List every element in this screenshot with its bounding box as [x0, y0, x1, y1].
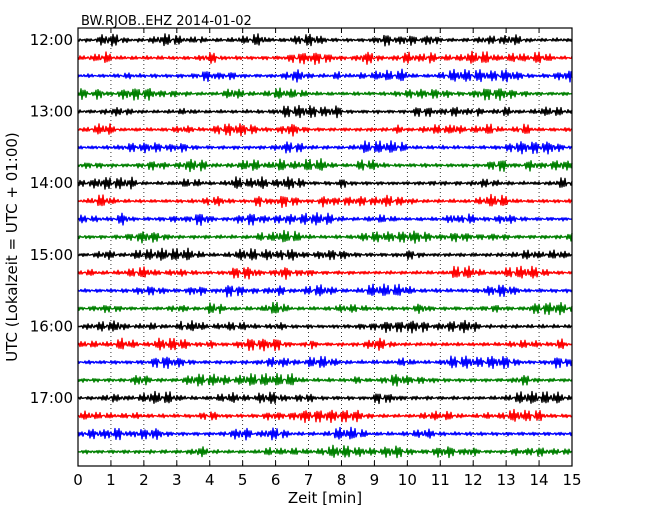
trace-line-16:15: [77, 337, 573, 352]
trace-line-16:45: [77, 373, 573, 387]
trace-line-17:30: [77, 426, 573, 441]
trace-line-13:00: [77, 104, 573, 119]
chart-title: BW.RJOB..EHZ 2014-01-02: [81, 14, 252, 29]
trace-line-14:15: [77, 193, 573, 209]
y-axis-label: UTC (Lokalzeit = UTC + 01:00): [3, 132, 21, 362]
trace-line-12:45: [77, 87, 573, 101]
trace-line-13:15: [77, 123, 573, 137]
x-tick-label: 10: [398, 471, 417, 489]
x-tick-label: 15: [562, 471, 581, 489]
trace-line-14:45: [77, 229, 573, 244]
x-tick-label: 13: [497, 471, 516, 489]
x-tick-label: 2: [139, 471, 149, 489]
trace-line-15:45: [77, 301, 573, 316]
y-tick-label: 16:00: [30, 317, 73, 335]
trace-line-15:00: [77, 247, 573, 261]
x-tick-label: 4: [205, 471, 215, 489]
trace-line-12:15: [77, 50, 573, 65]
traces: [77, 33, 573, 459]
trace-line-17:45: [77, 444, 573, 459]
trace-line-16:30: [77, 355, 573, 369]
trace-line-14:00: [77, 176, 573, 190]
trace-line-17:15: [77, 408, 573, 424]
trace-line-13:45: [77, 158, 573, 173]
x-tick-label: 8: [337, 471, 347, 489]
x-tick-label: 1: [106, 471, 116, 489]
x-tick-label: 9: [370, 471, 380, 489]
trace-line-12:00: [77, 33, 573, 47]
x-axis-label: Zeit [min]: [288, 489, 362, 507]
trace-line-12:30: [77, 68, 573, 83]
plot-frame: [77, 27, 573, 467]
trace-line-15:15: [77, 265, 573, 280]
axis-ticks: 0 1 2 3 4 5 6 7 8 9 10 11 12 13 14 1512:0013:0014:0015:…: [30, 28, 582, 489]
y-tick-label: 17:00: [30, 389, 73, 407]
x-tick-label: 11: [431, 471, 450, 489]
y-tick-label: 12:00: [30, 31, 73, 49]
trace-line-16:00: [77, 319, 573, 334]
x-tick-label: 7: [304, 471, 314, 489]
y-tick-label: 15:00: [30, 246, 73, 264]
x-tick-label: 0: [73, 471, 83, 489]
y-tick-label: 13:00: [30, 103, 73, 121]
trace-line-17:00: [77, 390, 573, 405]
trace-line-15:30: [77, 283, 573, 298]
x-tick-label: 6: [271, 471, 281, 489]
x-tick-label: 14: [530, 471, 549, 489]
x-tick-label: 3: [172, 471, 182, 489]
trace-line-14:30: [77, 212, 573, 226]
x-tick-label: 12: [464, 471, 483, 489]
x-tick-label: 5: [238, 471, 248, 489]
trace-line-13:30: [77, 140, 573, 155]
y-tick-label: 14:00: [30, 174, 73, 192]
